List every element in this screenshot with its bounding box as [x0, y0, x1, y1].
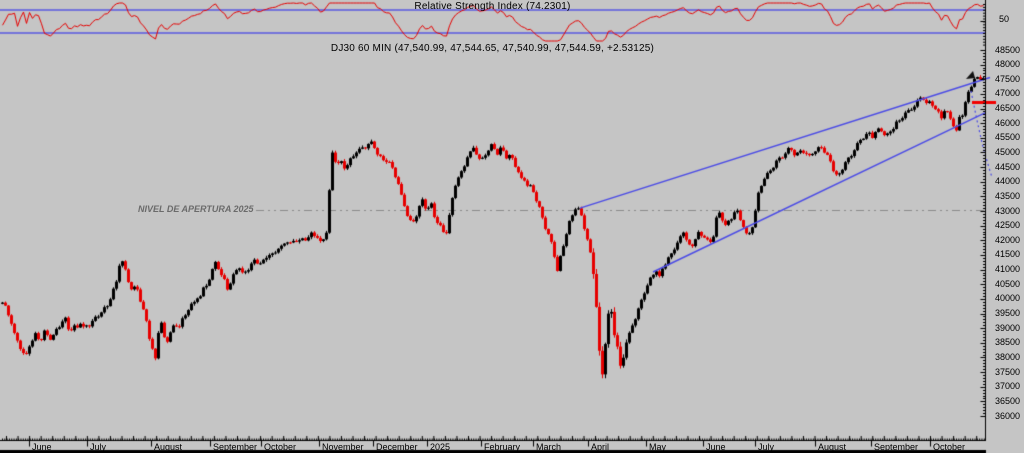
y-axis-tick-label: 40500 — [995, 278, 1021, 289]
y-axis-tick-label: 42000 — [995, 234, 1021, 245]
x-axis-month-label: July — [90, 442, 107, 452]
x-axis-month-label: July — [758, 442, 775, 452]
y-axis-tick-label: 36500 — [995, 395, 1021, 406]
y-axis-tick-label: 37500 — [995, 366, 1021, 377]
y-axis-tick-label: 47000 — [995, 88, 1021, 99]
y-axis-tick-label: 41500 — [995, 249, 1021, 260]
y-axis-tick-label: 48000 — [995, 59, 1021, 70]
y-axis-tick-label: 44500 — [995, 161, 1021, 172]
y-axis-tick-label: 45500 — [995, 132, 1021, 143]
y-axis-tick-label: 37000 — [995, 381, 1021, 392]
y-axis-tick-label: 45000 — [995, 146, 1021, 157]
y-axis-tick-label: 47500 — [995, 73, 1021, 84]
y-axis-tick-label: 40000 — [995, 293, 1021, 304]
price-chart-title[interactable]: DJ30 60 MIN (47,540.99, 47,544.65, 47,54… — [330, 43, 655, 54]
y-axis-tick-label: 48500 — [995, 44, 1021, 55]
y-axis-tick-label: 46000 — [995, 117, 1021, 128]
y-axis-tick-label: 46500 — [995, 103, 1021, 114]
y-axis-tick-label: 39000 — [995, 322, 1021, 333]
y-axis-tick-label: 38500 — [995, 337, 1021, 348]
x-axis-month-label: December — [376, 442, 418, 452]
y-axis-tick-label: 43000 — [995, 205, 1021, 216]
y-axis-tick-label: 38000 — [995, 351, 1021, 362]
y-axis-tick-label: 39500 — [995, 308, 1021, 319]
x-axis-month-label: March — [536, 442, 562, 452]
x-axis-month-label: 2025 — [430, 442, 451, 452]
x-axis-month-label: September — [874, 442, 919, 452]
y-axis-tick-label: 36000 — [995, 410, 1021, 421]
y-axis-tick-label: 43500 — [995, 190, 1021, 201]
y-axis-tick-label: 42500 — [995, 220, 1021, 231]
x-axis-month-label: February — [484, 442, 521, 452]
x-axis-month-label: August — [154, 442, 183, 452]
x-axis-month-label: August — [818, 442, 847, 452]
x-axis-month-label: October — [264, 442, 297, 452]
x-axis-month-label: October — [933, 442, 966, 452]
x-axis-month-label: April — [591, 442, 610, 452]
open-level-annotation-label[interactable]: NIVEL DE APERTURA 2025 — [138, 204, 254, 214]
x-axis-month-label: June — [32, 442, 52, 452]
x-axis-month-label: May — [649, 442, 667, 452]
x-axis-month-label: September — [213, 442, 258, 452]
x-axis-month-label: November — [322, 442, 364, 452]
y-axis-tick-label: 44000 — [995, 176, 1021, 187]
y-axis-tick-label: 41000 — [995, 264, 1021, 275]
rsi-indicator-title[interactable]: Relative Strength Index (74.2301) — [414, 1, 571, 12]
rsi-axis-mid-label: 50 — [999, 14, 1010, 24]
x-axis-month-label: June — [706, 442, 726, 452]
